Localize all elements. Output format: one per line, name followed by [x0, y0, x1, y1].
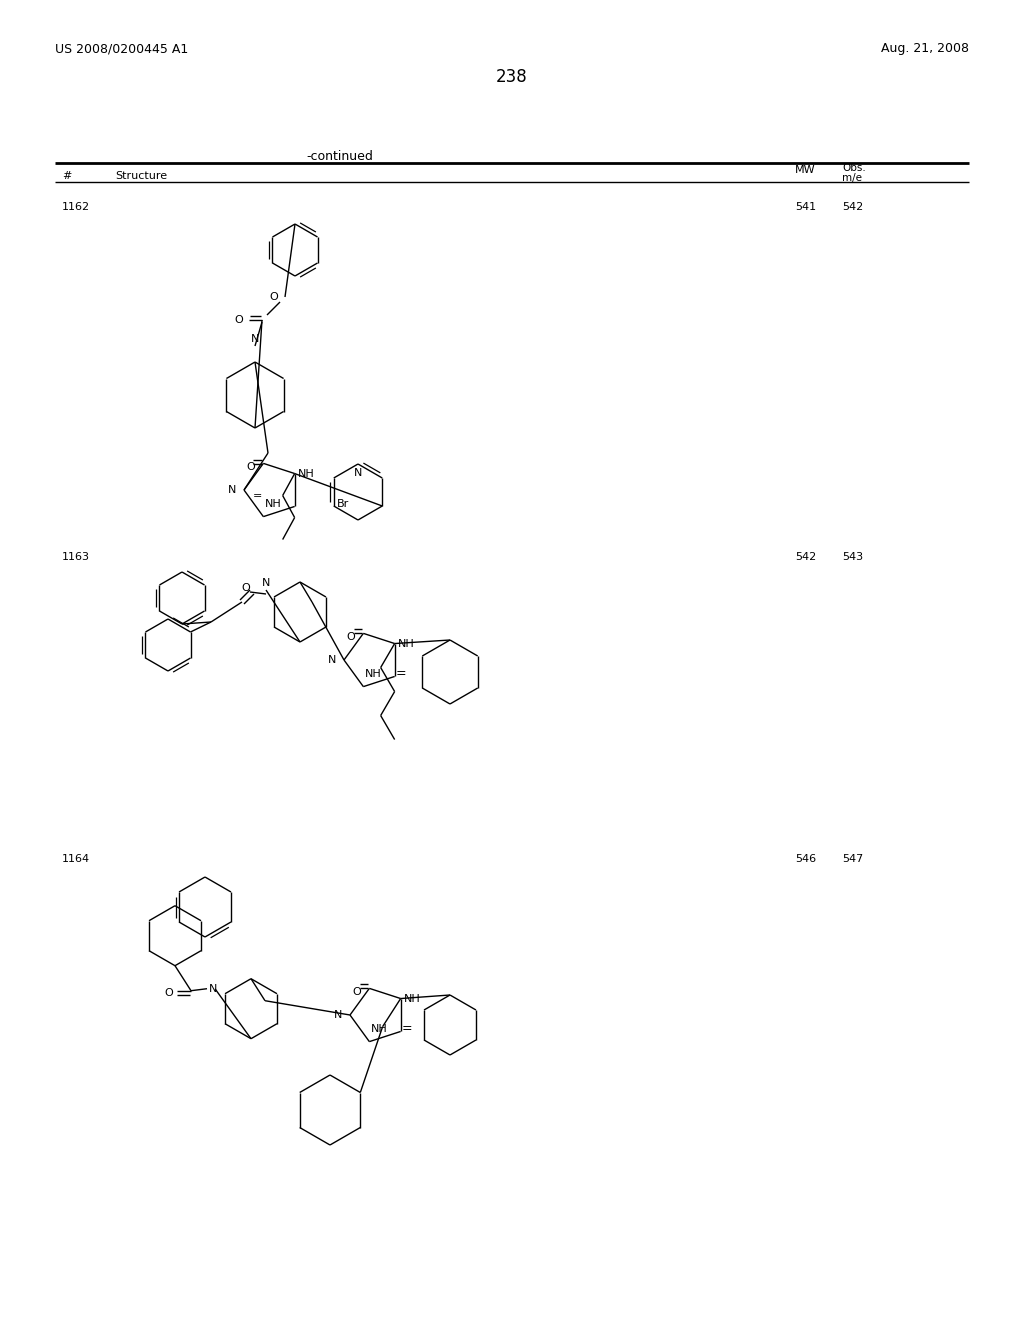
Text: 543: 543 [842, 552, 863, 562]
Text: N: N [328, 655, 336, 665]
Text: MW: MW [795, 165, 816, 176]
Text: NH: NH [397, 639, 415, 648]
Text: NH: NH [366, 669, 382, 678]
Text: NH: NH [265, 499, 282, 508]
Text: 542: 542 [795, 552, 816, 562]
Text: 547: 547 [842, 854, 863, 865]
Text: 1164: 1164 [62, 854, 90, 865]
Text: Aug. 21, 2008: Aug. 21, 2008 [881, 42, 969, 55]
Text: N: N [354, 469, 362, 478]
Text: Structure: Structure [115, 172, 167, 181]
Text: 1163: 1163 [62, 552, 90, 562]
Text: O: O [247, 462, 255, 473]
Text: Obs.: Obs. [842, 162, 865, 173]
Text: #: # [62, 172, 72, 181]
Text: O: O [165, 987, 173, 998]
Text: NH: NH [403, 994, 421, 1003]
Text: NH: NH [298, 469, 314, 479]
Text: 238: 238 [496, 69, 528, 86]
Text: O: O [269, 292, 278, 302]
Text: N: N [262, 578, 270, 587]
Text: O: O [234, 315, 243, 325]
Text: 1162: 1162 [62, 202, 90, 213]
Text: N: N [227, 484, 236, 495]
Text: 541: 541 [795, 202, 816, 213]
Text: US 2008/0200445 A1: US 2008/0200445 A1 [55, 42, 188, 55]
Text: =: = [253, 491, 262, 500]
Text: O: O [352, 987, 361, 998]
Text: m/e: m/e [842, 173, 862, 183]
Text: N: N [251, 334, 259, 345]
Text: NH: NH [372, 1023, 388, 1034]
Text: Br: Br [337, 499, 349, 510]
Text: O: O [242, 583, 251, 593]
Text: -continued: -continued [306, 150, 374, 162]
Text: 542: 542 [842, 202, 863, 213]
Text: N: N [209, 983, 217, 994]
Text: =: = [395, 667, 407, 680]
Text: 546: 546 [795, 854, 816, 865]
Text: N: N [334, 1010, 342, 1020]
Text: =: = [401, 1022, 413, 1035]
Text: O: O [346, 632, 355, 643]
